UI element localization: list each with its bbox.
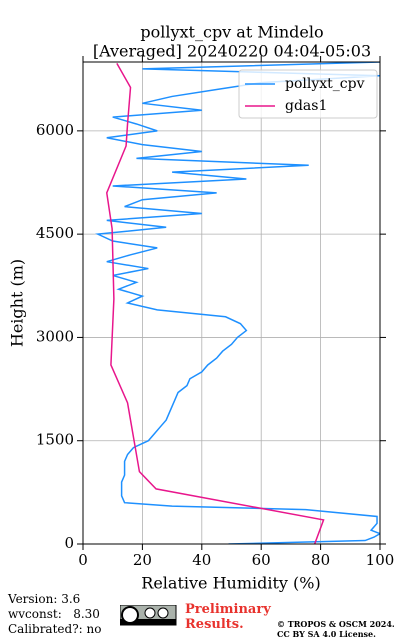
y-axis-label: Height (m) (8, 259, 27, 347)
x-tick-label: 40 (192, 551, 211, 569)
cc-logo (120, 605, 177, 626)
license: CC BY SA 4.0 License. (277, 629, 376, 639)
y-tick-label: 3000 (36, 327, 74, 345)
plot-frame (82, 61, 381, 545)
x-tick-label: 60 (252, 551, 271, 569)
y-tick-label: 0 (64, 534, 74, 552)
preliminary-note: Preliminary Results. (185, 602, 271, 632)
legend-label: gdas1 (285, 98, 327, 114)
copyright: © TROPOS & OSCM 2024. (277, 619, 395, 629)
y-tick-label: 6000 (36, 121, 74, 139)
legend-label: pollyxt_cpv (285, 76, 365, 92)
x-tick-label: 0 (78, 551, 88, 569)
chart-title: pollyxt_cpv at Mindelo (140, 23, 323, 42)
x-tick-label: 20 (133, 551, 152, 569)
calibrated: Calibrated?: no (8, 622, 102, 636)
y-tick-label: 1500 (36, 431, 74, 449)
cc-band (120, 619, 176, 625)
y-tick-label: 4500 (36, 224, 74, 242)
series-line (105, 63, 325, 544)
sa-circle (157, 607, 169, 619)
cc-circle (121, 606, 139, 624)
x-tick-label: 80 (311, 551, 330, 569)
x-tick-label: 100 (366, 551, 395, 569)
x-axis-label: Relative Humidity (%) (141, 574, 320, 593)
by-circle (144, 607, 156, 619)
chart: pollyxt_cpv at Mindelo [Averaged] 202402… (8, 23, 395, 593)
chart-subtitle: [Averaged] 20240220 04:04-05:03 (93, 42, 371, 61)
wvconst: wvconst: 8.30 (8, 607, 100, 621)
series-line (95, 62, 380, 544)
version: Version: 3.6 (8, 592, 81, 606)
